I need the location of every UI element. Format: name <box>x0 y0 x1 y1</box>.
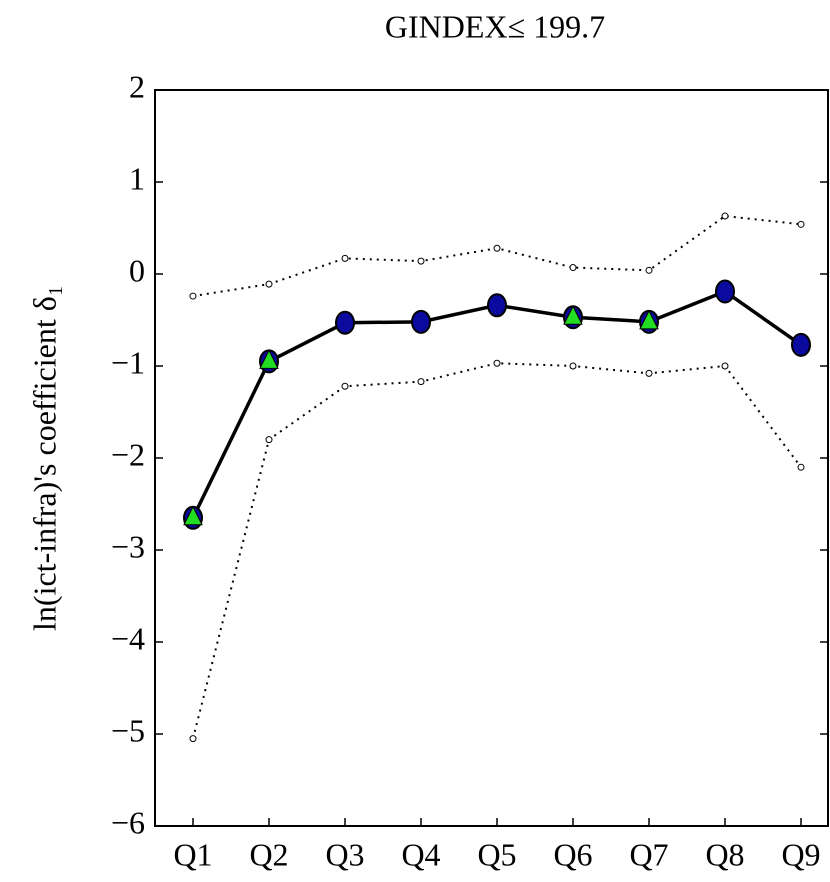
x-tick-label: Q3 <box>325 836 364 872</box>
x-tick-label: Q7 <box>629 836 668 872</box>
x-tick-label: Q4 <box>401 836 440 872</box>
bound-marker <box>417 257 425 265</box>
point-marker <box>791 332 811 357</box>
bound-marker <box>265 280 273 288</box>
y-tick-label: 2 <box>129 68 145 104</box>
y-axis-label: ln(ict-infra)'s coefficient δ₁ <box>26 285 62 631</box>
bound-marker <box>493 244 501 252</box>
bound-marker <box>189 735 197 743</box>
bound-marker <box>569 362 577 370</box>
y-tick-label: −2 <box>111 436 145 472</box>
y-tick-label: −1 <box>111 344 145 380</box>
bound-marker <box>797 220 805 228</box>
point-marker <box>487 293 507 318</box>
x-tick-label: Q5 <box>477 836 516 872</box>
y-tick-label: 1 <box>129 160 145 196</box>
plot-frame <box>154 89 829 827</box>
x-tick-label: Q6 <box>553 836 592 872</box>
y-tick-label: −4 <box>111 620 145 656</box>
bound-marker <box>189 292 197 300</box>
bound-marker <box>417 378 425 386</box>
triangle-marker <box>639 309 659 330</box>
bound-marker <box>721 212 729 220</box>
x-tick-label: Q9 <box>781 836 820 872</box>
triangle-marker <box>563 305 583 325</box>
bound-marker <box>645 266 653 274</box>
bound-marker <box>493 359 501 367</box>
series-line <box>192 362 802 739</box>
bound-marker <box>265 436 273 444</box>
bound-marker <box>797 463 805 471</box>
triangle-marker <box>259 349 279 369</box>
point-marker <box>715 279 735 304</box>
triangle-marker <box>183 505 203 526</box>
x-tick-label: Q8 <box>705 836 744 872</box>
bound-marker <box>569 264 577 272</box>
bound-marker <box>645 369 653 377</box>
x-tick-label: Q2 <box>249 836 288 872</box>
y-tick-label: −6 <box>111 804 145 840</box>
chart-title: GINDEX≤ 199.7 <box>385 8 605 44</box>
x-tick-label: Q1 <box>173 836 212 872</box>
bound-marker <box>721 362 729 370</box>
y-tick-label: 0 <box>129 252 145 288</box>
bound-marker <box>341 254 349 262</box>
point-marker <box>411 309 431 334</box>
point-marker <box>335 310 355 335</box>
y-tick-label: −3 <box>111 528 145 564</box>
y-tick-label: −5 <box>111 712 145 748</box>
bound-marker <box>341 382 349 390</box>
series-line <box>191 289 803 519</box>
series-line <box>192 215 802 298</box>
